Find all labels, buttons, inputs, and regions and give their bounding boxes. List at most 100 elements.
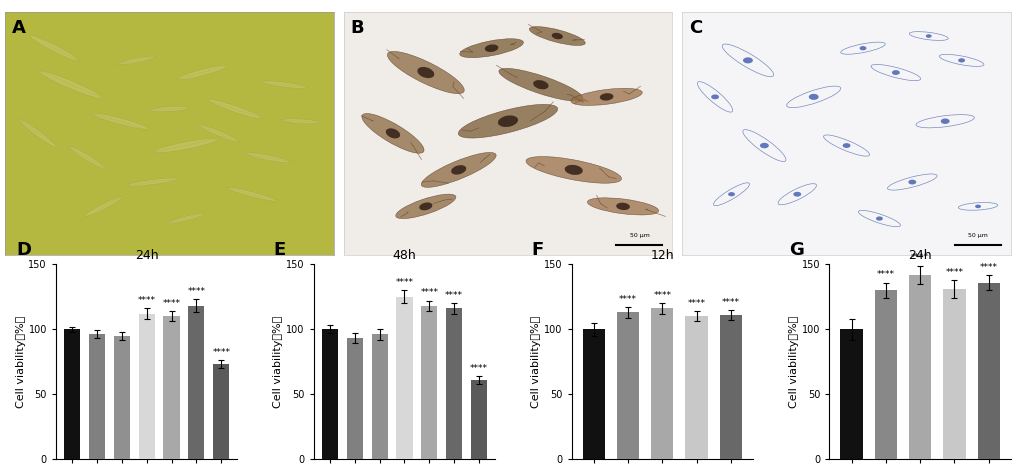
Ellipse shape (92, 113, 148, 129)
Text: 50 μm: 50 μm (630, 233, 649, 238)
Ellipse shape (149, 106, 189, 112)
Ellipse shape (571, 88, 642, 105)
Title: 24h: 24h (908, 249, 932, 262)
Bar (582, 329, 605, 459)
Bar (372, 334, 388, 459)
Bar (213, 364, 230, 459)
Ellipse shape (526, 157, 622, 183)
Ellipse shape (451, 165, 466, 175)
Ellipse shape (69, 146, 105, 169)
Ellipse shape (168, 213, 204, 224)
Ellipse shape (529, 27, 585, 45)
Bar (977, 283, 1000, 459)
Text: ****: **** (421, 288, 438, 298)
Ellipse shape (127, 178, 179, 186)
Ellipse shape (84, 197, 123, 216)
Text: F: F (531, 241, 544, 259)
Ellipse shape (118, 56, 155, 65)
Ellipse shape (842, 143, 850, 148)
Bar (422, 306, 438, 459)
Bar (875, 290, 897, 459)
Title: 12h: 12h (650, 249, 675, 262)
Text: ****: **** (470, 364, 488, 373)
Bar (471, 380, 488, 459)
Text: A: A (11, 19, 25, 37)
Ellipse shape (499, 68, 583, 101)
Ellipse shape (281, 119, 321, 124)
Bar (943, 289, 965, 459)
Y-axis label: Cell viability（%）: Cell viability（%） (15, 315, 25, 408)
Text: C: C (689, 19, 702, 37)
Bar (446, 308, 462, 459)
Bar (322, 329, 338, 459)
Ellipse shape (208, 99, 262, 119)
Text: ****: **** (395, 278, 414, 287)
Ellipse shape (565, 165, 583, 175)
Ellipse shape (793, 192, 802, 197)
Text: ****: **** (137, 296, 155, 305)
Bar (64, 329, 80, 459)
Text: ****: **** (877, 271, 895, 279)
Text: ****: **** (212, 348, 231, 357)
Bar (138, 314, 154, 459)
Bar (719, 315, 742, 459)
Title: 48h: 48h (392, 249, 417, 262)
Ellipse shape (459, 39, 523, 58)
Text: ****: **** (946, 268, 963, 277)
Ellipse shape (227, 187, 276, 201)
Bar (617, 312, 639, 459)
Text: 50 μm: 50 μm (968, 233, 988, 238)
Text: ****: **** (721, 298, 740, 307)
Bar (651, 308, 674, 459)
Bar (188, 306, 204, 459)
Ellipse shape (908, 180, 916, 184)
Ellipse shape (975, 205, 981, 208)
Y-axis label: Cell viability（%）: Cell viability（%） (789, 315, 799, 408)
Y-axis label: Cell viability（%）: Cell viability（%） (531, 315, 542, 408)
Text: ****: **** (653, 291, 672, 300)
Ellipse shape (926, 34, 932, 38)
Text: ****: **** (619, 295, 637, 304)
Ellipse shape (533, 80, 549, 89)
Bar (840, 329, 863, 459)
Ellipse shape (199, 124, 239, 142)
Bar (909, 275, 932, 459)
Bar (346, 338, 363, 459)
Ellipse shape (941, 118, 950, 124)
Ellipse shape (552, 33, 563, 39)
Ellipse shape (760, 143, 769, 148)
Ellipse shape (262, 81, 307, 88)
Bar (88, 334, 105, 459)
Text: ****: **** (445, 291, 463, 300)
Ellipse shape (958, 58, 965, 63)
Ellipse shape (616, 203, 630, 210)
Ellipse shape (178, 66, 227, 80)
Ellipse shape (418, 67, 434, 78)
Text: D: D (16, 241, 30, 259)
Text: G: G (789, 241, 805, 259)
Text: B: B (351, 19, 364, 37)
Ellipse shape (420, 203, 433, 210)
Text: ****: **** (187, 287, 205, 296)
Ellipse shape (396, 194, 456, 219)
Bar (164, 316, 180, 459)
Ellipse shape (809, 94, 819, 100)
Ellipse shape (246, 153, 291, 163)
Ellipse shape (876, 216, 883, 221)
Bar (686, 316, 708, 459)
Ellipse shape (362, 114, 424, 153)
Ellipse shape (728, 192, 735, 197)
Ellipse shape (422, 153, 496, 187)
Ellipse shape (892, 70, 900, 75)
Text: ****: **** (979, 263, 998, 271)
Y-axis label: Cell viability（%）: Cell viability（%） (273, 315, 283, 408)
Ellipse shape (458, 104, 558, 138)
Ellipse shape (19, 119, 57, 147)
Text: ****: **** (688, 299, 705, 308)
Ellipse shape (386, 128, 400, 139)
Ellipse shape (498, 116, 518, 127)
Bar (396, 297, 412, 459)
Ellipse shape (711, 95, 719, 99)
Text: ****: **** (163, 299, 181, 308)
Ellipse shape (40, 71, 103, 98)
